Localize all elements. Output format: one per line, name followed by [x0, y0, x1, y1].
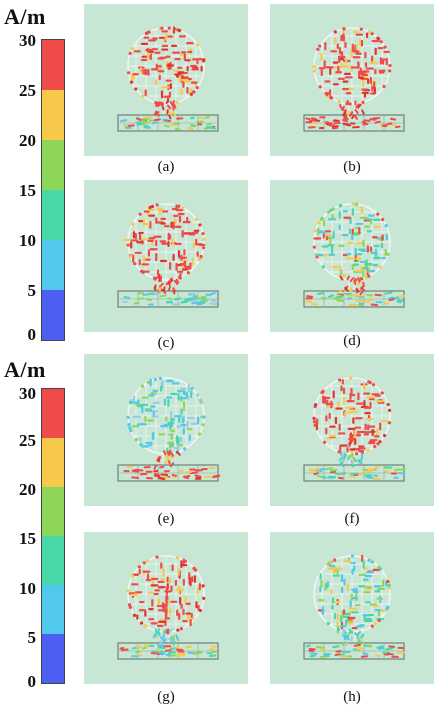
scale-tick-label: 30: [19, 384, 36, 403]
antenna-current-plot: [303, 202, 406, 308]
panel-caption: (f): [344, 511, 360, 527]
panel-caption: (d): [343, 333, 361, 349]
antenna-current-plot: [303, 376, 406, 482]
scale-tick-label: 20: [19, 480, 36, 499]
antenna-current-plot: [117, 376, 221, 482]
scale-tick-label: 10: [19, 231, 36, 250]
field-panel-d: [270, 180, 434, 332]
field-panel-b: [270, 4, 434, 156]
color-scale-bar: [41, 388, 65, 684]
scale-tick-label: 25: [19, 81, 36, 100]
panel-caption: (a): [157, 159, 175, 175]
antenna-current-plot: [303, 554, 405, 660]
scale-tick-label: 0: [27, 325, 37, 344]
antenna-current-plot: [117, 203, 219, 308]
scale-unit-label: A/m: [4, 357, 46, 382]
field-panel-g: [84, 532, 248, 684]
scale-tick-label: 10: [19, 579, 36, 598]
scale-unit-label: A/m: [4, 4, 46, 29]
panel-caption: (c): [157, 335, 175, 351]
scale-tick-label: 30: [19, 31, 36, 50]
panel-caption: (h): [343, 689, 361, 705]
field-panel-c: [84, 180, 248, 332]
antenna-current-plot: [303, 27, 405, 132]
antenna-current-plot: [117, 555, 219, 660]
field-panel-e: [84, 354, 248, 506]
panel-caption: (e): [157, 511, 175, 527]
color-scale-bar: [41, 39, 65, 341]
scale-tick-label: 5: [27, 628, 37, 647]
scale-tick-label: 25: [19, 431, 36, 450]
scale-tick-label: 15: [19, 181, 36, 200]
scale-tick-label: 0: [27, 672, 37, 691]
scale-tick-label: 15: [19, 529, 36, 548]
field-panel-f: [270, 354, 434, 506]
panel-caption: (b): [343, 159, 361, 175]
panel-caption: (g): [157, 689, 175, 705]
field-panel-h: [270, 532, 434, 684]
scale-tick-label: 5: [27, 281, 37, 300]
scale-tick-label: 20: [19, 131, 36, 150]
field-panel-a: [84, 4, 248, 156]
antenna-current-plot: [117, 26, 219, 132]
